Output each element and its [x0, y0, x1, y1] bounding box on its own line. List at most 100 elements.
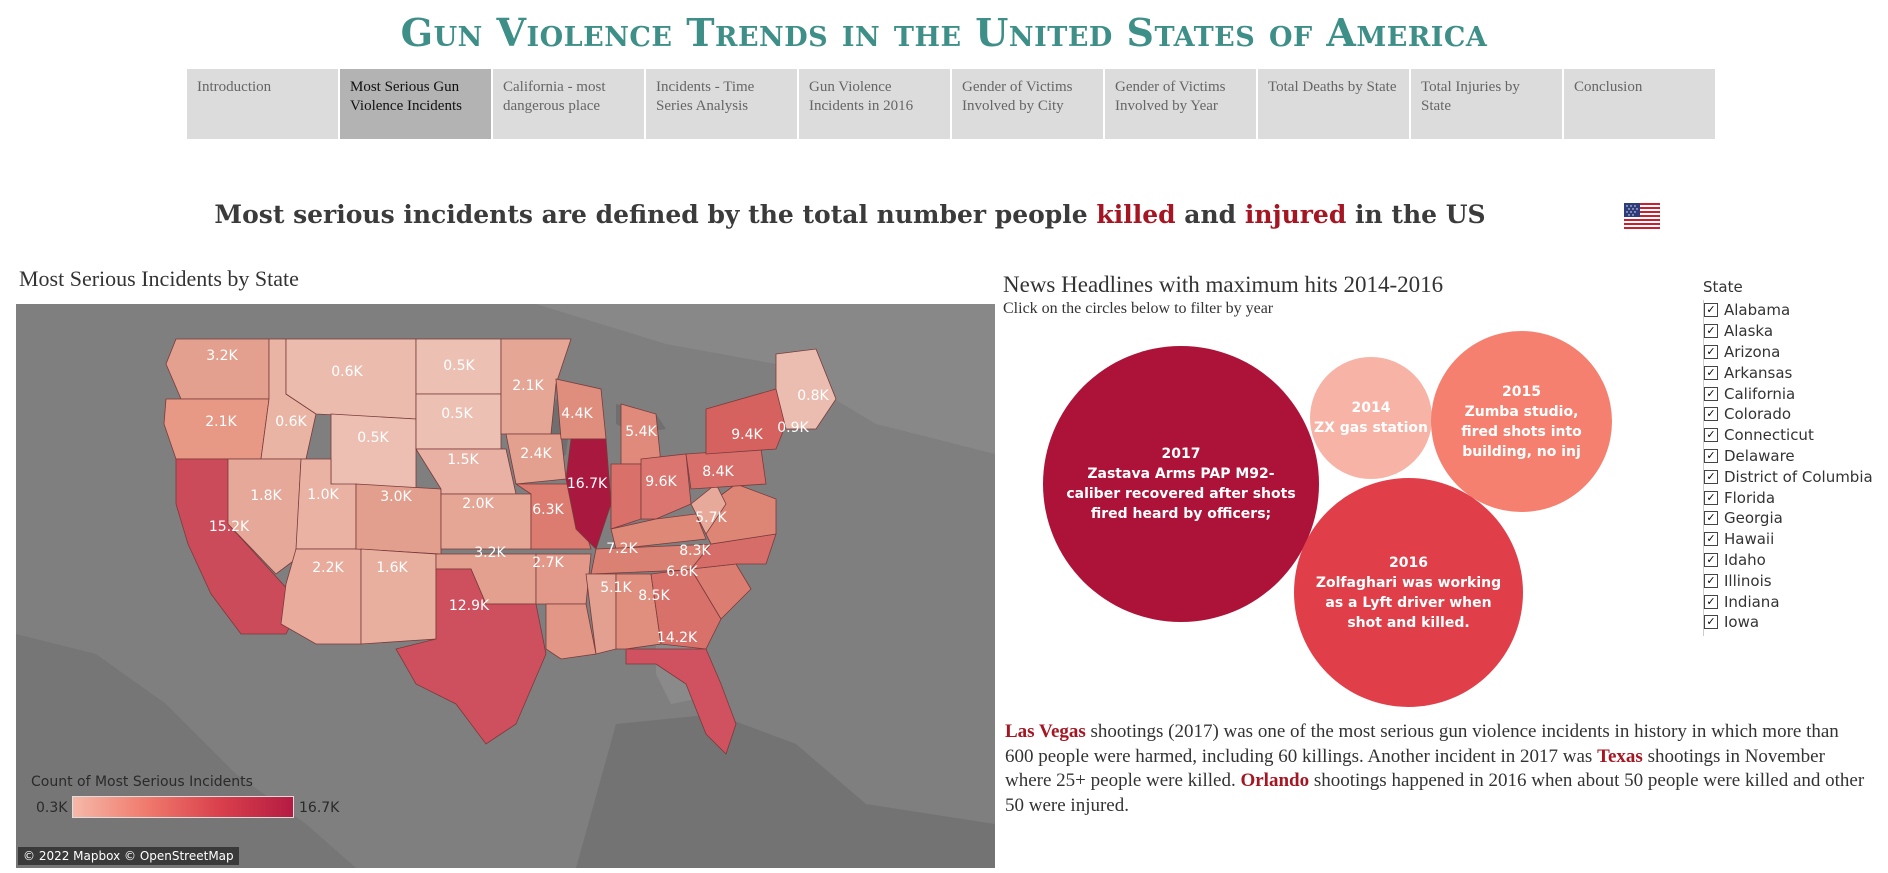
subtitle-killed: killed	[1096, 200, 1176, 229]
checkbox-checked-icon[interactable]: ✓	[1704, 615, 1718, 630]
news-title: News Headlines with maximum hits 2014-20…	[1003, 272, 1444, 297]
summary-paragraph: Las Vegas shootings (2017) was one of th…	[1005, 720, 1865, 818]
map-label-iowa: 2.4K	[520, 446, 552, 462]
bubble-2015[interactable]: 2015 Zumba studio, fired shots into build…	[1431, 331, 1612, 512]
city-las-vegas: Las Vegas	[1005, 721, 1086, 742]
checkbox-checked-icon[interactable]: ✓	[1704, 511, 1718, 526]
tab-gender-by-year[interactable]: Gender of Victims Involved by Year	[1105, 69, 1256, 139]
map-label-north-dakota: 0.5K	[443, 358, 475, 374]
filter-item-label: Alaska	[1724, 322, 1774, 341]
checkbox-checked-icon[interactable]: ✓	[1704, 552, 1718, 567]
map-label-wisconsin: 4.4K	[561, 406, 593, 422]
map-label-north-carolina: 8.3K	[679, 543, 711, 559]
map-label-colorado: 3.0K	[380, 489, 412, 505]
legend-color-bar	[72, 796, 294, 818]
filter-item-label: Hawaii	[1724, 530, 1775, 549]
map-label-ohio: 9.6K	[645, 474, 677, 490]
state-nevada	[227, 458, 302, 575]
filter-item-district-of-columbia[interactable]: ✓ District of Columbia	[1704, 466, 1884, 487]
bubble-text: Zastava Arms PAP M92-caliber recovered a…	[1066, 466, 1296, 522]
filter-item-indiana[interactable]: ✓ Indiana	[1704, 591, 1884, 612]
city-texas: Texas	[1597, 745, 1643, 767]
map-label-florida: 14.2K	[656, 630, 698, 646]
checkbox-checked-icon[interactable]: ✓	[1704, 428, 1718, 443]
filter-item-colorado[interactable]: ✓ Colorado	[1704, 404, 1884, 425]
bubble-year: 2016	[1389, 554, 1428, 571]
state-kentucky	[610, 513, 707, 550]
filter-item-delaware[interactable]: ✓ Delaware	[1704, 446, 1884, 467]
map-label-missouri: 6.3K	[532, 502, 564, 518]
news-subtitle: Click on the circles below to filter by …	[1003, 300, 1274, 317]
state-filter-title: State	[1703, 278, 1743, 296]
state-georgia	[650, 568, 722, 650]
bubble-2014[interactable]: 2014 ZX gas station	[1310, 357, 1432, 479]
filter-item-hawaii[interactable]: ✓ Hawaii	[1704, 529, 1884, 550]
map-label-oregon: 2.1K	[205, 414, 237, 430]
tab-total-deaths[interactable]: Total Deaths by State	[1258, 69, 1409, 139]
filter-item-iowa[interactable]: ✓ Iowa	[1704, 612, 1884, 633]
state-florida	[625, 648, 737, 755]
choropleth-map[interactable]: 3.2K 0.6K 0.5K 2.1K 0.8K 2.1K 0.6K 0.5K …	[16, 304, 995, 868]
map-label-texas: 12.9K	[448, 598, 490, 614]
filter-item-alaska[interactable]: ✓ Alaska	[1704, 321, 1884, 342]
state-indiana	[610, 463, 642, 530]
state-minnesota	[500, 338, 572, 435]
checkbox-checked-icon[interactable]: ✓	[1704, 386, 1718, 401]
checkbox-checked-icon[interactable]: ✓	[1704, 490, 1718, 505]
filter-item-georgia[interactable]: ✓ Georgia	[1704, 508, 1884, 529]
filter-item-connecticut[interactable]: ✓ Connecticut	[1704, 425, 1884, 446]
map-label-maine: 0.8K	[797, 388, 829, 404]
map-label-montana: 0.6K	[331, 364, 363, 380]
checkbox-checked-icon[interactable]: ✓	[1704, 365, 1718, 380]
filter-item-florida[interactable]: ✓ Florida	[1704, 487, 1884, 508]
map-label-nevada: 1.8K	[250, 488, 282, 504]
bubble-text: Zumba studio, fired shots into building,…	[1461, 403, 1582, 460]
bubble-2017[interactable]: 2017 Zastava Arms PAP M92-caliber recover…	[1043, 346, 1319, 622]
state-new-england	[775, 348, 837, 430]
filter-item-arkansas[interactable]: ✓ Arkansas	[1704, 362, 1884, 383]
legend-min: 0.3K	[36, 800, 68, 816]
tab-most-serious-incidents[interactable]: Most Serious Gun Violence Incidents	[340, 69, 491, 139]
tab-conclusion[interactable]: Conclusion	[1564, 69, 1715, 139]
checkbox-checked-icon[interactable]: ✓	[1704, 324, 1718, 339]
bubble-2016[interactable]: 2016 Zolfaghari was working as a Lyft dri…	[1294, 478, 1523, 707]
checkbox-checked-icon[interactable]: ✓	[1704, 532, 1718, 547]
map-label-new-york: 9.4K	[731, 427, 763, 443]
tab-gender-by-city[interactable]: Gender of Victims Involved by City	[952, 69, 1103, 139]
map-attribution[interactable]: © 2022 Mapbox © OpenStreetMap	[18, 847, 239, 865]
checkbox-checked-icon[interactable]: ✓	[1704, 344, 1718, 359]
checkbox-checked-icon[interactable]: ✓	[1704, 303, 1718, 318]
map-label-virginia: 5.7K	[695, 510, 727, 526]
filter-item-label: Idaho	[1724, 550, 1766, 569]
checkbox-checked-icon[interactable]: ✓	[1704, 573, 1718, 588]
filter-item-california[interactable]: ✓ California	[1704, 383, 1884, 404]
tab-introduction[interactable]: Introduction	[187, 69, 338, 139]
checkbox-checked-icon[interactable]: ✓	[1704, 594, 1718, 609]
paragraph-text: shootings in November where 25+ people w…	[1005, 745, 1825, 792]
tab-total-injuries[interactable]: Total Injuries by State	[1411, 69, 1562, 139]
filter-item-illinois[interactable]: ✓ Illinois	[1704, 570, 1884, 591]
filter-item-label: California	[1724, 384, 1796, 403]
map-label-alabama: 5.1K	[600, 580, 632, 596]
state-louisiana	[545, 603, 597, 660]
tab-time-series[interactable]: Incidents - Time Series Analysis	[646, 69, 797, 139]
tab-incidents-2016[interactable]: Gun Violence Incidents in 2016	[799, 69, 950, 139]
checkbox-checked-icon[interactable]: ✓	[1704, 469, 1718, 484]
map-label-georgia: 8.5K	[638, 588, 670, 604]
filter-item-idaho[interactable]: ✓ Idaho	[1704, 550, 1884, 571]
checkbox-checked-icon[interactable]: ✓	[1704, 448, 1718, 463]
filter-scrollbar[interactable]	[1703, 300, 1704, 636]
checkbox-checked-icon[interactable]: ✓	[1704, 407, 1718, 422]
state-wyoming	[330, 413, 417, 490]
filter-item-arizona[interactable]: ✓ Arizona	[1704, 342, 1884, 363]
filter-item-label: Colorado	[1724, 405, 1792, 424]
bubble-text: ZX gas station	[1313, 420, 1429, 436]
filter-item-label: Indiana	[1724, 592, 1780, 611]
filter-item-label: Iowa	[1724, 613, 1760, 632]
tab-california[interactable]: California - most dangerous place	[493, 69, 644, 139]
tab-bar: Introduction Most Serious Gun Violence I…	[187, 69, 1717, 139]
filter-item-label: Connecticut	[1724, 426, 1814, 445]
subtitle-text: in the US	[1346, 200, 1486, 229]
filter-item-alabama[interactable]: ✓ Alabama	[1704, 300, 1884, 321]
map-title: Most Serious Incidents by State	[19, 266, 299, 291]
